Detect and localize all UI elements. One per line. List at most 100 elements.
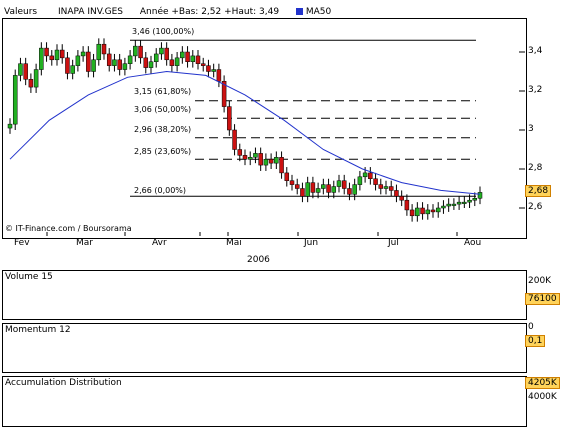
candle-body: [86, 51, 91, 72]
candle-body: [331, 186, 337, 193]
ma50-line: [9, 70, 481, 195]
ticker-name[interactable]: INAPA INV.GES: [57, 7, 124, 17]
x-month-fev: Fev: [14, 238, 30, 248]
candle-body: [289, 180, 295, 185]
candle-body: [394, 190, 399, 197]
candle-body: [258, 153, 263, 166]
last-price-tag: 2,68: [525, 185, 552, 197]
candle-body: [211, 69, 216, 72]
candle-body: [368, 172, 373, 179]
candle-body: [39, 47, 44, 70]
candle-body: [321, 184, 326, 189]
candle-body: [91, 59, 96, 72]
candle-body: [404, 199, 410, 211]
candle-body: [180, 51, 185, 59]
candle-body: [143, 57, 149, 68]
candle-body: [195, 55, 201, 64]
candle-body: [216, 69, 222, 82]
candle-body: [300, 188, 305, 197]
candle-body: [326, 184, 331, 193]
x-month-avr: Avr: [152, 238, 167, 248]
candle-body: [200, 63, 206, 66]
candle-body: [232, 129, 237, 150]
fib-label-100: 3,46 (100,00%): [132, 27, 195, 36]
candle-body: [221, 81, 227, 107]
candle-body: [169, 59, 175, 66]
candle-body: [347, 188, 352, 195]
volume-axis-label: 200K: [528, 276, 552, 286]
candle-body: [44, 47, 49, 57]
candle-body: [425, 209, 431, 215]
candle-body: [284, 172, 290, 181]
candle-body: [28, 79, 34, 88]
candle-body: [164, 47, 169, 61]
volume-panel[interactable]: [2, 270, 527, 320]
candle-body: [159, 47, 164, 55]
x-month-mar: Mar: [76, 238, 93, 248]
candle-body: [383, 186, 389, 189]
candle-body: [117, 59, 122, 70]
y-tick-3-2: 3,2: [528, 85, 543, 95]
fib-label-61: 3,15 (61,80%): [134, 87, 192, 96]
x-month-aou: Aou: [464, 238, 482, 248]
candle-body: [268, 159, 274, 164]
candle-body: [378, 184, 384, 189]
candle-body: [122, 63, 128, 70]
candle-body: [415, 207, 420, 217]
candle-body: [101, 43, 107, 55]
ma-legend-label: MA50: [305, 7, 332, 17]
candle-body: [472, 198, 478, 201]
candle-body: [352, 184, 357, 195]
candle-body: [456, 201, 462, 205]
candle-body: [7, 123, 13, 129]
momentum-panel[interactable]: [2, 323, 527, 373]
candle-body: [430, 209, 436, 213]
candle-body: [441, 205, 446, 209]
candle-body: [435, 207, 441, 213]
candle-body: [49, 55, 55, 61]
fib-label-0: 2,66 (0,00%): [134, 186, 187, 195]
candle-body: [112, 59, 117, 66]
candle-body: [70, 65, 75, 74]
fib-label-50: 3,06 (50,00%): [134, 105, 192, 114]
candle-body: [106, 53, 112, 66]
candle-body: [399, 196, 404, 201]
candle-body: [54, 49, 60, 61]
y-tick-2-8: 2,8: [528, 163, 543, 173]
y-tick-3-4: 3,4: [528, 46, 543, 56]
x-month-jun: Jun: [304, 238, 319, 248]
candle-body: [462, 201, 467, 204]
candle-body: [133, 45, 138, 57]
candle-body: [75, 55, 81, 66]
header-label-prefix: Valeurs: [4, 7, 38, 17]
candle-body: [23, 63, 28, 80]
x-month-jul: Jul: [388, 238, 399, 248]
momentum-axis-label: 0: [528, 322, 534, 332]
candle-body: [127, 55, 133, 64]
year-range: Année +Bas: 2,52 +Haut: 3,49: [139, 7, 280, 17]
candle-body: [174, 57, 180, 66]
candle-body: [315, 188, 321, 193]
candle-body: [305, 182, 310, 197]
candle-body: [294, 184, 300, 189]
candle-body: [336, 180, 342, 187]
candle-body: [227, 106, 232, 131]
candle-body: [242, 155, 248, 160]
accdist-last-tag: 4205K: [525, 377, 560, 389]
accdist-panel[interactable]: [2, 376, 527, 427]
candle-body: [247, 157, 253, 160]
fib-label-23: 2,85 (23,60%): [134, 147, 192, 156]
candle-body: [373, 178, 378, 185]
candle-body: [409, 209, 415, 217]
x-year-label: 2006: [247, 255, 270, 265]
candle-body: [477, 192, 483, 199]
candle-body: [206, 65, 211, 72]
candle-body: [446, 203, 451, 207]
candle-body: [65, 57, 70, 74]
candle-body: [185, 51, 190, 62]
candle-body: [310, 182, 316, 193]
candle-body: [451, 203, 457, 206]
momentum-last-tag: 0,1: [525, 335, 546, 347]
candle-body: [237, 149, 243, 156]
candle-body: [18, 63, 23, 76]
